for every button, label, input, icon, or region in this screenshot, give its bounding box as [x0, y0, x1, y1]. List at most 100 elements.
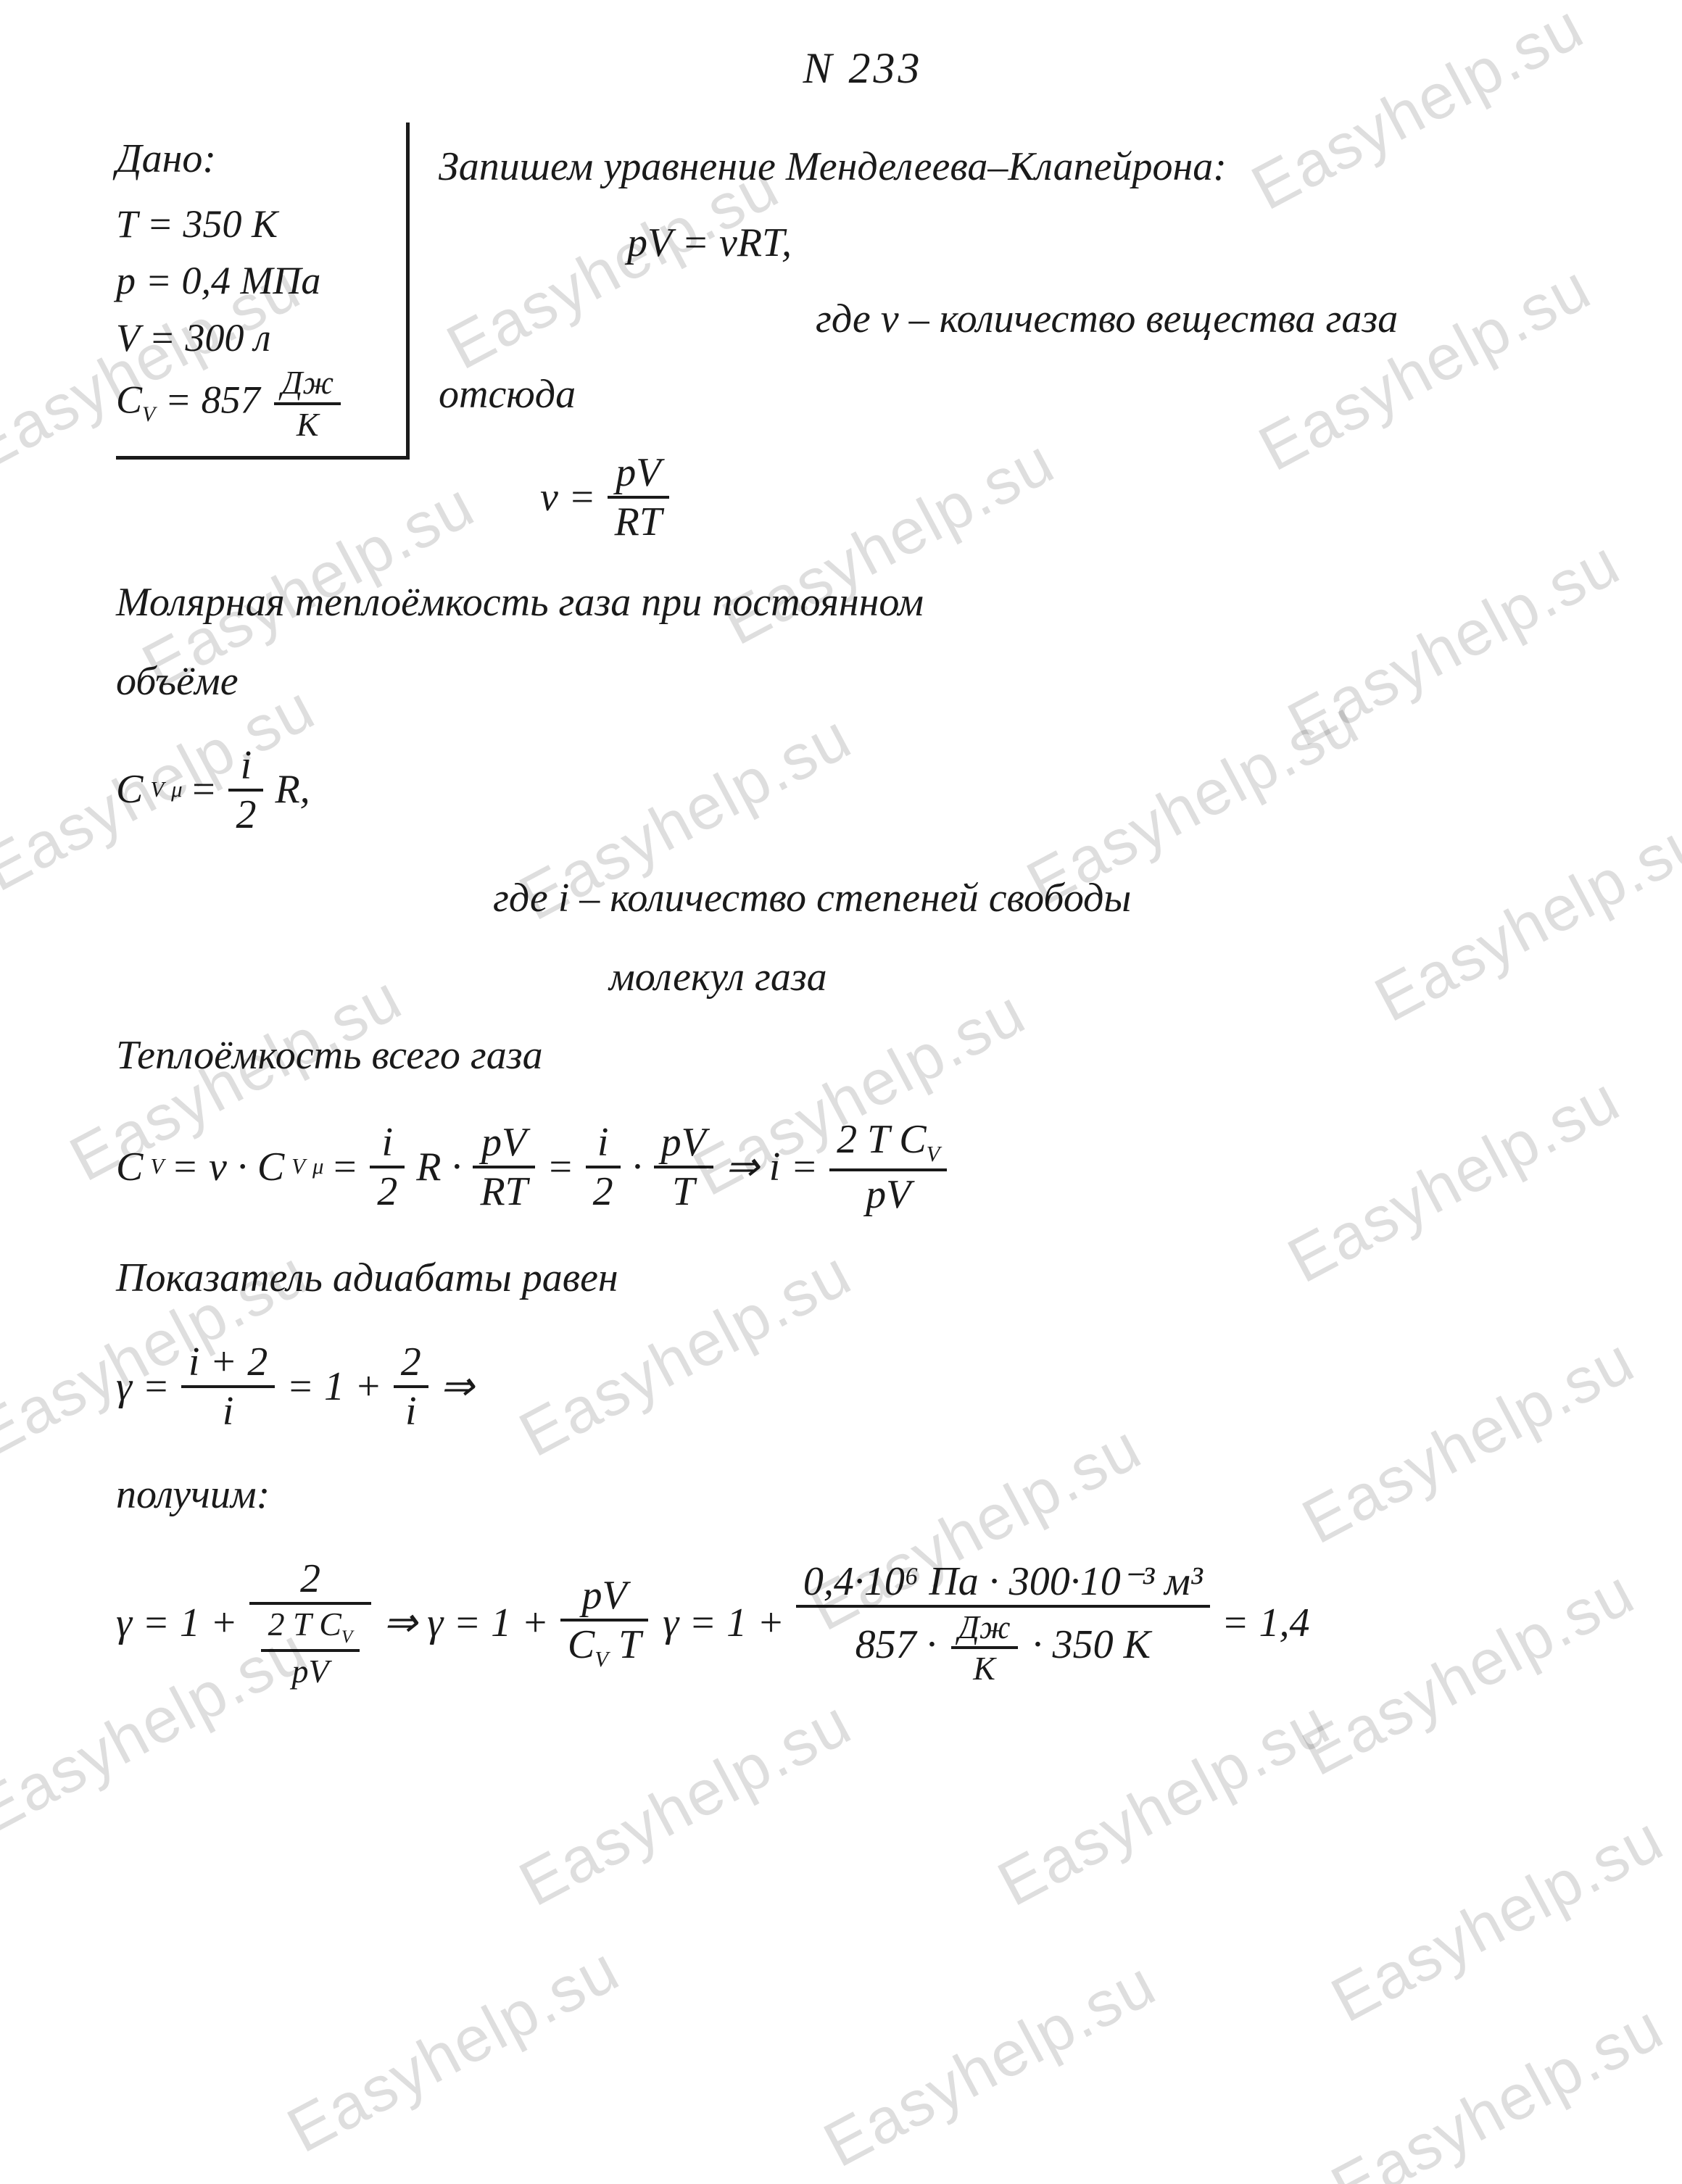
text-line6a: где i – количество степеней свободы	[493, 867, 1610, 930]
eq9-frac: 0,4·10⁶ Па · 300·10⁻³ м³ 857 · Дж K · 35…	[796, 1561, 1210, 1686]
eq7-den: 2 T CV pV	[249, 1605, 372, 1688]
eq2-lhs: ν =	[540, 466, 596, 529]
eq4-a-sub: V	[150, 1150, 164, 1184]
eq4: CV = ν · CVμ = i 2 R · pV RT = i 2 · pV …	[116, 1122, 759, 1212]
eq5-den: pV	[829, 1171, 947, 1215]
eq9-den-frac-num: Дж	[951, 1611, 1018, 1650]
eq6-frac-a: i + 2 i	[181, 1342, 275, 1432]
cv-unit-den: K	[274, 405, 341, 441]
eq8-den: CV T	[560, 1622, 648, 1671]
eq7-den-frac: 2 T CV pV	[261, 1608, 360, 1688]
eq5-num: 2 T CV	[829, 1119, 947, 1171]
cv-eq: = 857	[155, 378, 270, 421]
eq9-result: = 1,4	[1222, 1592, 1310, 1655]
eq6-mid: = 1 +	[286, 1355, 382, 1419]
eq9-den-b: · 350 K	[1032, 1622, 1151, 1666]
cv-unit-frac: Дж K	[274, 366, 341, 441]
eq2: ν = pV RT	[540, 452, 674, 542]
eq7-num: 2	[249, 1558, 372, 1605]
text-line5: объёме	[116, 650, 1610, 713]
eq2-frac: pV RT	[608, 452, 669, 542]
eq9-den-a: 857 ·	[856, 1622, 947, 1666]
eq4-d-num: i	[586, 1122, 621, 1168]
eq6-b-den: i	[394, 1388, 428, 1432]
watermark-text: Easyhelp.su	[1320, 1801, 1675, 2037]
given-Cv: CV = 857 Дж K	[116, 366, 377, 441]
eq4-a-eq2: =	[331, 1136, 358, 1199]
text-line2: где ν – количество вещества газа	[816, 288, 1610, 351]
page-title: N 233	[116, 43, 1610, 94]
eq4-b-den: 2	[370, 1168, 405, 1212]
eq4-tail: ⇒	[725, 1136, 759, 1199]
eq7-frac: 2 2 T CV pV	[249, 1558, 372, 1688]
text-line4: Молярная теплоёмкость газа при постоянно…	[116, 571, 1610, 634]
text-line7: Теплоёмкость всего газа	[116, 1024, 1610, 1087]
eq6-a-num: i + 2	[181, 1342, 275, 1388]
eq4-c-num: pV	[473, 1122, 534, 1168]
eq5-lhs: i =	[769, 1136, 818, 1199]
eq8-num: pV	[560, 1575, 648, 1622]
eq9-den-frac: Дж K	[951, 1611, 1018, 1686]
eq5-num-sub: V	[927, 1142, 940, 1166]
eq6: γ = i + 2 i = 1 + 2 i ⇒	[116, 1342, 474, 1432]
eq7-lhs: γ = 1 +	[116, 1592, 238, 1655]
eq4-d-mid: ·	[632, 1136, 642, 1199]
eq7: γ = 1 + 2 2 T CV pV ⇒	[116, 1558, 417, 1688]
given-p: p = 0,4 МПа	[116, 252, 377, 309]
given-T: T = 350 K	[116, 196, 377, 252]
eq3-den: 2	[228, 792, 263, 835]
eq3-lhs-base: C	[116, 758, 143, 821]
eq7-tail: ⇒	[383, 1592, 417, 1655]
eq4-b-num: i	[370, 1122, 405, 1168]
eq4-a: C	[116, 1136, 143, 1199]
eq6-frac-b: 2 i	[394, 1342, 428, 1432]
eq7-den-num-sub: V	[341, 1627, 352, 1647]
eq4-frac-c: pV RT	[473, 1122, 534, 1212]
eq8-den-b: T	[608, 1622, 641, 1667]
text-line6b: молекул газа	[609, 946, 1610, 1009]
watermark-text: Easyhelp.su	[508, 1685, 863, 1921]
eq9-lhs: γ = 1 +	[663, 1592, 784, 1655]
eq4-a2-sub: V	[291, 1150, 305, 1184]
eq3-eq: =	[190, 758, 218, 821]
solution-top: Запишем уравнение Менделеева–Клапейрона:…	[439, 123, 1610, 555]
eq7-den-den: pV	[261, 1652, 360, 1688]
given-heading: Дано:	[116, 130, 377, 188]
eq4-b-mid: R ·	[416, 1136, 461, 1199]
text-line1: Запишем уравнение Менделеева–Клапейрона:	[439, 136, 1610, 199]
solution-body: Молярная теплоёмкость газа при постоянно…	[116, 571, 1610, 1704]
cv-unit-num: Дж	[274, 366, 341, 405]
eq4-frac-e: pV T	[654, 1122, 713, 1212]
cv-base: C	[116, 378, 142, 421]
eq9-den-frac-den: K	[951, 1649, 1018, 1685]
eq8-den-a-sub: V	[594, 1648, 608, 1672]
given-V: V = 300 л	[116, 310, 377, 366]
eq4-e-num: pV	[654, 1122, 713, 1168]
watermark-text: Easyhelp.su	[276, 1932, 631, 2167]
watermark-text: Easyhelp.su	[1320, 1990, 1675, 2184]
eq7-den-num: 2 T CV	[261, 1608, 360, 1652]
eq3: CVμ = i 2 R,	[116, 745, 310, 835]
watermark-text: Easyhelp.su	[986, 1685, 1342, 1921]
eq6-tail: ⇒	[440, 1355, 474, 1419]
eq8-lhs: γ = 1 +	[427, 1592, 549, 1655]
eq3-frac: i 2	[228, 745, 263, 835]
eq5-num-text: 2 T C	[837, 1117, 926, 1162]
text-line9: получим:	[116, 1463, 1610, 1527]
eq9: γ = 1 + 0,4·10⁶ Па · 300·10⁻³ м³ 857 · Д…	[663, 1561, 1309, 1686]
eq5: i = 2 T CV pV	[769, 1119, 952, 1215]
eq6-a-den: i	[181, 1388, 275, 1432]
eq1: pV = νRT,	[627, 212, 1610, 275]
watermark-text: Easyhelp.su	[812, 1946, 1168, 2182]
eq7-den-num-text: 2 T C	[268, 1606, 341, 1643]
eq3-lhs-sub: V	[150, 773, 164, 807]
given-box: Дано: T = 350 K p = 0,4 МПа V = 300 л CV…	[116, 123, 410, 460]
text-line8: Показатель адиабаты равен	[116, 1247, 1610, 1310]
eq2-den: RT	[608, 499, 669, 542]
eq9-den: 857 · Дж K · 350 K	[796, 1608, 1210, 1686]
eq3-lhs-sup: μ	[171, 773, 182, 807]
eq3-tail: R,	[275, 758, 310, 821]
cv-sub: V	[142, 403, 155, 426]
eq3-num: i	[228, 745, 263, 792]
eq8-den-a: C	[568, 1622, 594, 1667]
